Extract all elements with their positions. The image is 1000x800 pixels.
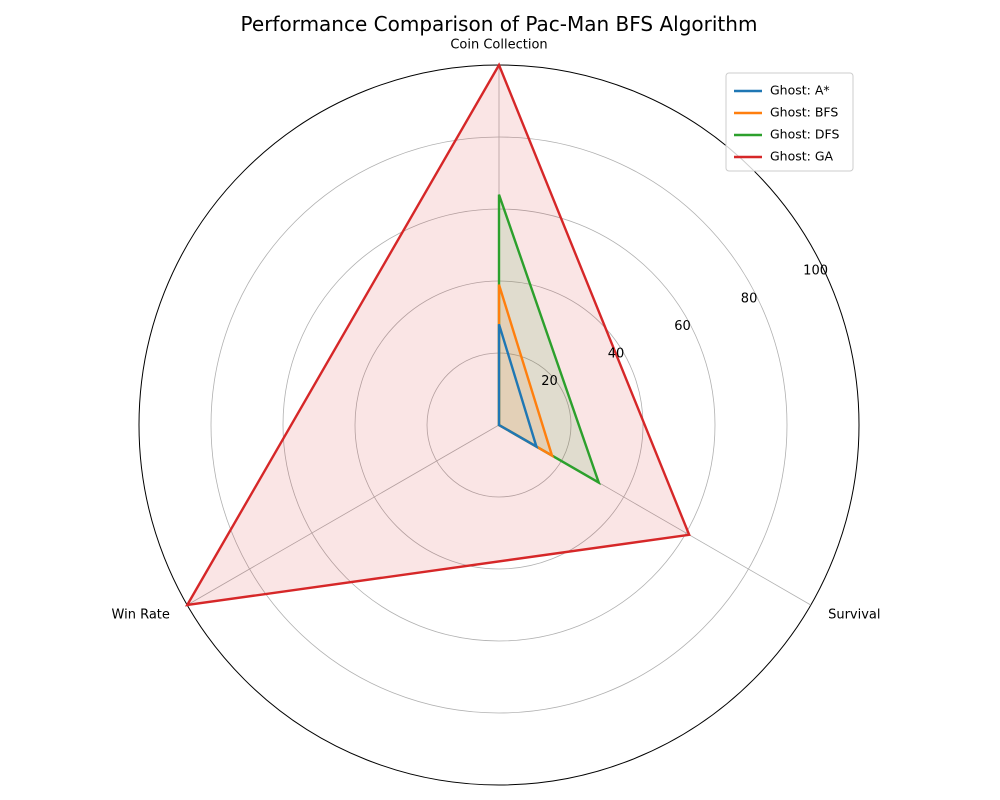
- legend-box: [725, 72, 854, 172]
- series-line: [184, 62, 691, 607]
- r-tick-label: 80: [741, 291, 758, 306]
- legend-label: Ghost: GA: [770, 149, 834, 164]
- axis-label: Survival: [828, 608, 880, 623]
- label-layer: 20 40 60 80 100 Coin Collection Survival Win Ra…: [112, 38, 881, 623]
- grid-spoke: [187, 424, 500, 606]
- legend-label: Ghost: A*: [770, 83, 830, 98]
- axis-label: Coin Collection: [450, 38, 547, 53]
- chart-title: Performance Comparison of Pac-Man BFS Al…: [241, 12, 758, 36]
- series-fill: [187, 65, 690, 605]
- series-layer: [184, 62, 691, 607]
- series-line: [497, 323, 539, 450]
- legend-label: Ghost: BFS: [770, 105, 838, 120]
- legend-label: Ghost: DFS: [770, 127, 839, 142]
- r-tick-label: 40: [608, 346, 625, 361]
- axis-label: Win Rate: [112, 608, 170, 623]
- legend: Ghost: A* Ghost: BFS Ghost: DFS Ghost: GA: [725, 72, 854, 172]
- r-tick-label: 100: [803, 264, 828, 279]
- r-tick-label: 60: [674, 319, 691, 334]
- r-tick-label: 20: [541, 374, 558, 389]
